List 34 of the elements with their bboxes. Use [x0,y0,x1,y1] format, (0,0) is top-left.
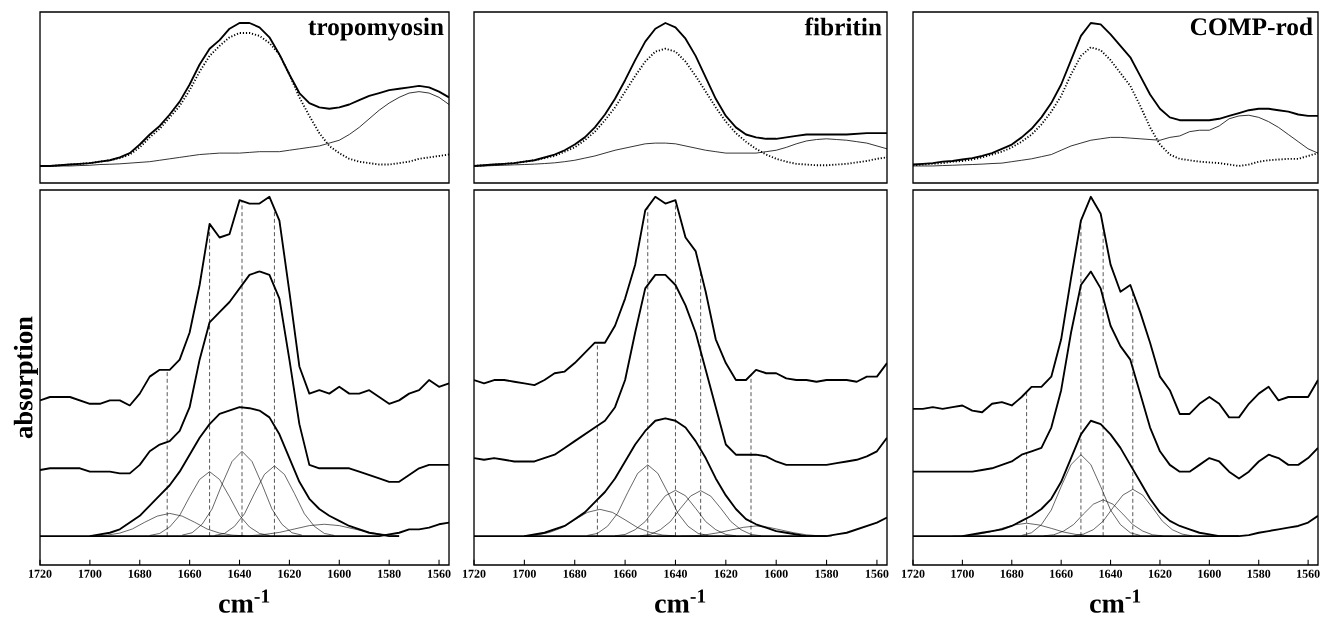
x-tick-label: 1620 [1148,569,1172,578]
x-tick-label: 1600 [1198,569,1221,578]
x-tick-label: 1640 [1099,569,1123,578]
x-tick-label: 1700 [951,569,974,578]
x-tick-label: 1560 [1297,569,1320,578]
x-tick-label: 1660 [1050,569,1073,578]
x-tick-label: 1560 [427,569,451,578]
x-tick-label: 1700 [513,569,536,578]
y-axis-title: absorption [13,316,38,439]
x-axis-title: cm$^{-1}$ [655,589,706,613]
x-tick-label: 1660 [178,569,202,578]
x-tick-label: 1720 [901,569,925,578]
x-axis-title: cm$^{-1}$ [1090,589,1141,613]
x-tick-label: 1580 [378,569,401,578]
x-tick-label: 1640 [664,569,688,578]
x-tick-label: 1600 [765,569,788,578]
x-tick-label: 1700 [78,569,102,578]
chart-title: fibritin [804,17,882,36]
chart-title: tropomyosin [308,17,444,41]
x-tick-label: 1600 [328,569,351,578]
x-tick-label: 1680 [563,569,587,578]
x-tick-label: 1680 [128,569,152,578]
x-tick-label: 1580 [815,569,839,578]
x-tick-label: 1640 [228,569,252,578]
x-tick-label: 1720 [28,569,52,578]
x-tick-label: 1720 [462,569,486,578]
x-tick-label: 1620 [714,569,738,578]
chart-title: COMP-rod [1190,17,1313,36]
x-tick-label: 1620 [278,569,301,578]
x-tick-label: 1580 [1247,569,1271,578]
x-tick-label: 1560 [865,569,889,578]
x-tick-label: 1680 [1000,569,1024,578]
x-axis-title: cm$^{-1}$ [219,589,270,613]
x-tick-label: 1660 [614,569,637,578]
